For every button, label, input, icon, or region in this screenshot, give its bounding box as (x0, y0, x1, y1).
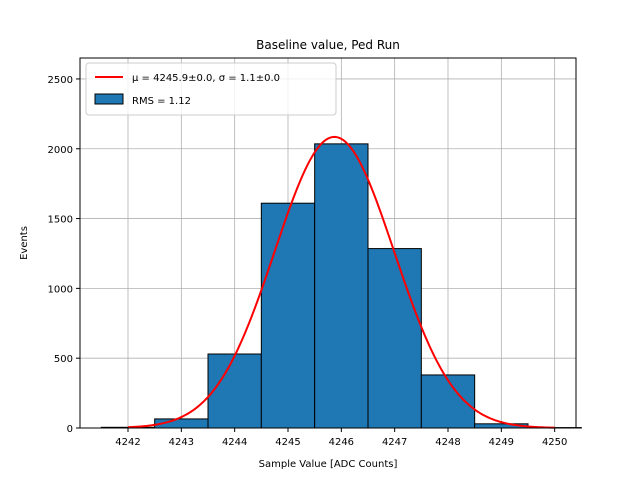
x-axis-ticks: 4242 4243 4244 4245 4246 4247 4248 4249 4250 (115, 428, 567, 448)
x-axis-label: Sample Value [ADC Counts] (259, 459, 398, 470)
x-tick-label: 4248 (435, 437, 460, 448)
histogram-bar (207, 353, 262, 429)
x-tick-label: 4245 (275, 437, 300, 448)
x-tick-label: 4247 (382, 437, 407, 448)
y-tick-label: 2000 (48, 145, 73, 156)
x-tick-label: 4242 (115, 437, 140, 448)
histogram-bar (260, 202, 316, 429)
y-tick-label: 1500 (48, 215, 73, 226)
x-tick-label: 4243 (169, 437, 194, 448)
legend: μ = 4245.9±0.0, σ = 1.1±0.0 RMS = 1.12 (85, 62, 337, 116)
histogram-bars (100, 143, 582, 429)
legend-box (85, 62, 337, 116)
histogram-bar (367, 248, 422, 429)
legend-hist-label: RMS = 1.12 (132, 96, 191, 107)
y-tick-label: 500 (54, 354, 73, 365)
gaussian-fit (127, 135, 555, 429)
y-tick-label: 1000 (48, 284, 73, 295)
x-tick-label: 4249 (489, 437, 514, 448)
legend-hist-swatch (94, 93, 124, 105)
histogram-bar (314, 143, 369, 429)
chart-title: Baseline value, Ped Run (256, 38, 400, 52)
fit-curve (127, 135, 555, 429)
plot-frame (79, 57, 577, 429)
y-axis-ticks: 0 500 1000 1500 2000 2500 (48, 75, 80, 435)
y-tick-label: 0 (67, 424, 73, 435)
y-axis-label: Events (19, 226, 30, 260)
x-tick-label: 4246 (329, 437, 354, 448)
histogram-bar (420, 374, 476, 429)
legend-fit-label: μ = 4245.9±0.0, σ = 1.1±0.0 (132, 73, 280, 84)
y-tick-label: 2500 (48, 75, 73, 86)
x-tick-label: 4250 (542, 437, 567, 448)
x-tick-label: 4244 (222, 437, 247, 448)
